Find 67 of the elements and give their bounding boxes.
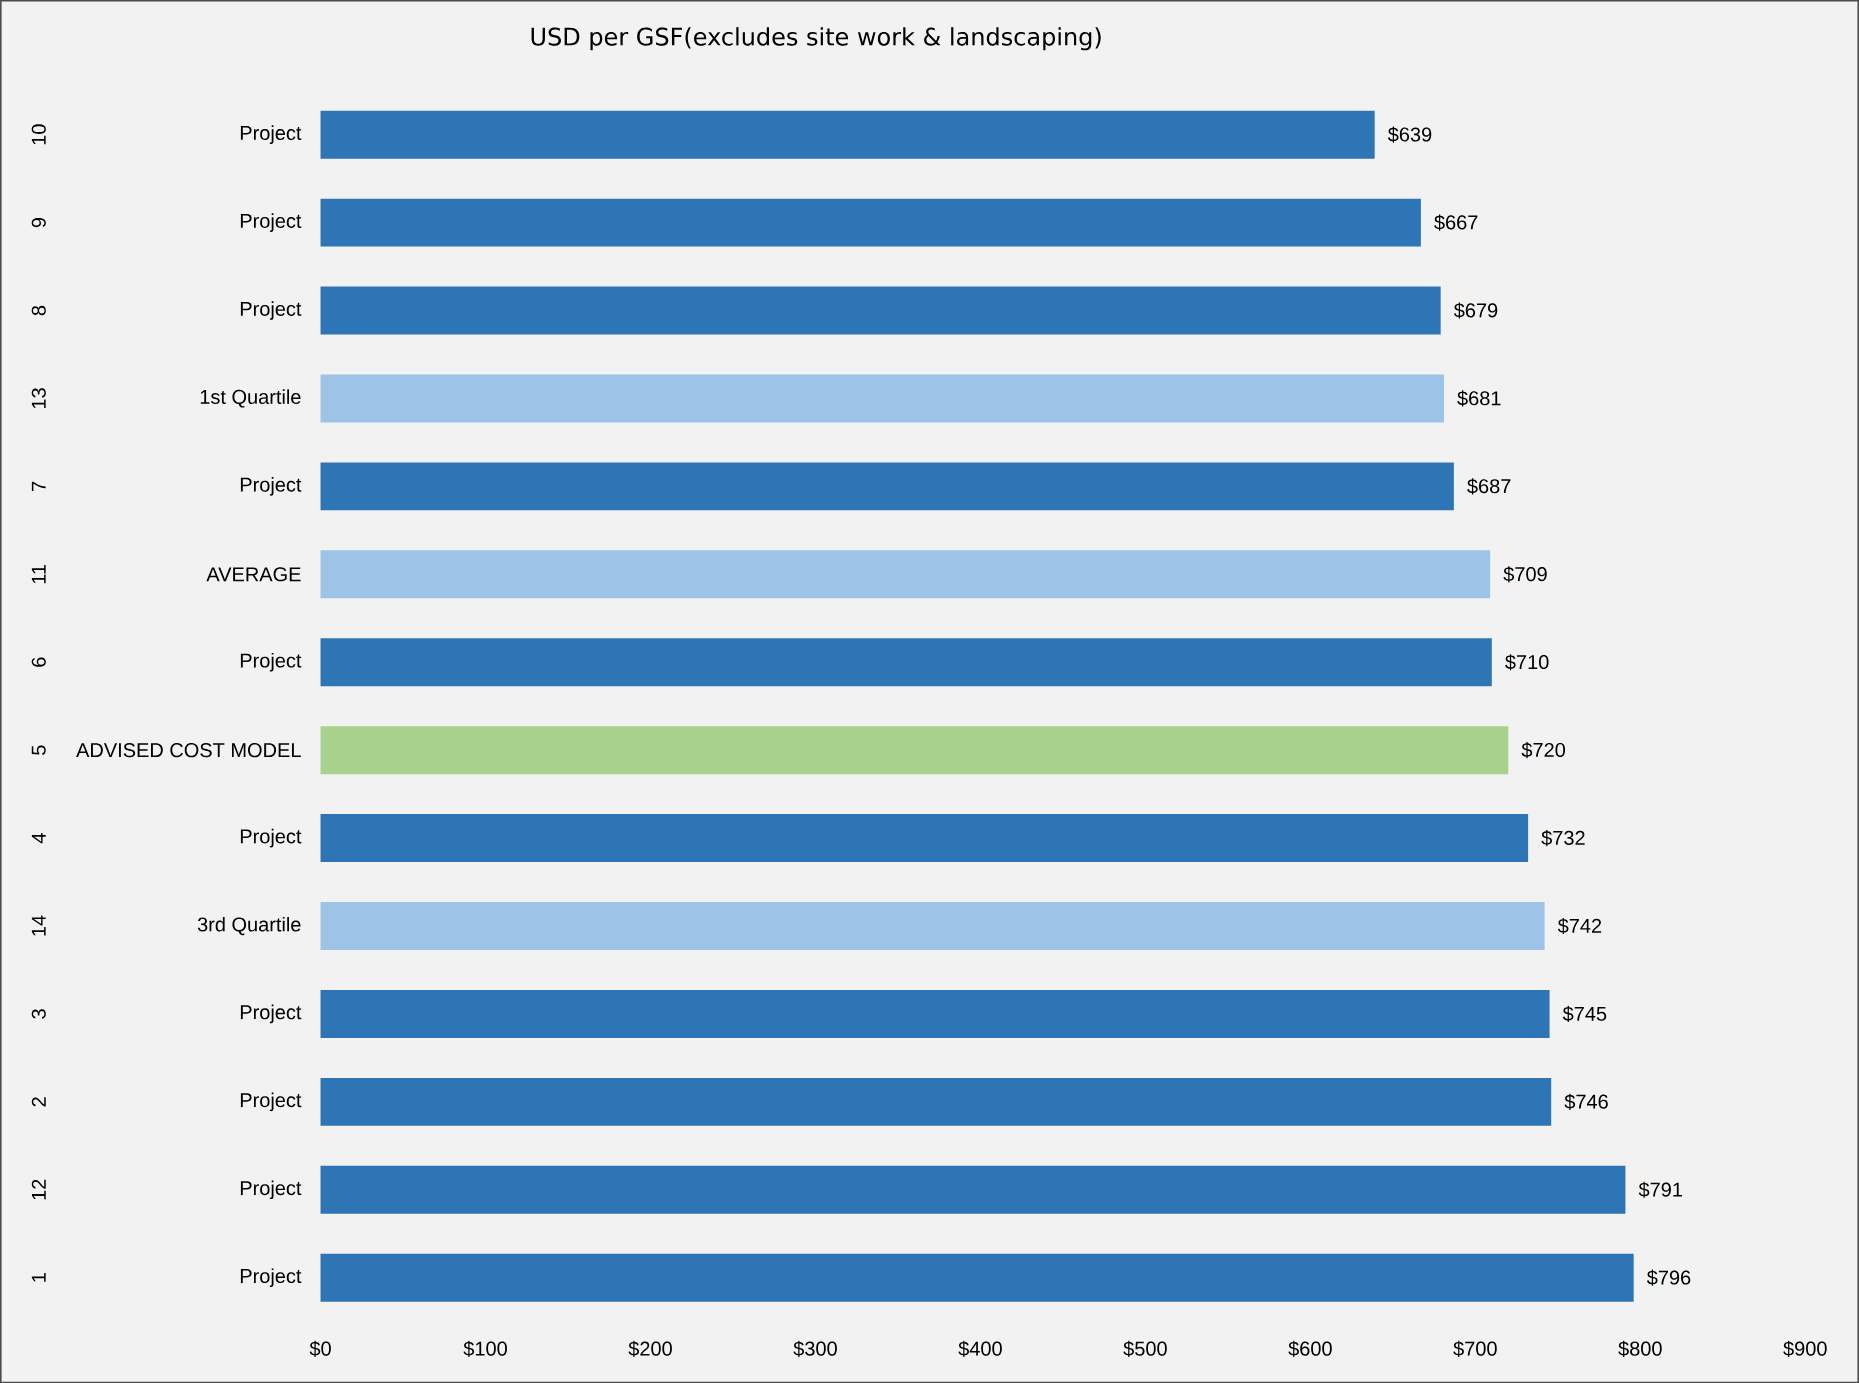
bar xyxy=(320,198,1421,247)
text: 3 xyxy=(31,1009,46,1019)
y-tick-label: Project xyxy=(240,652,302,672)
data-label: $732 xyxy=(1541,829,1585,846)
y-tick-label: AVERAGE xyxy=(206,567,301,582)
text: 7 xyxy=(31,481,46,491)
text: 5 xyxy=(31,745,46,755)
bar xyxy=(320,286,1441,335)
data-label: $709 xyxy=(1503,566,1547,583)
y-tick-label: 1st Quartile xyxy=(200,389,301,408)
bar xyxy=(320,813,1529,862)
x-tick-label: $700 xyxy=(1453,1340,1497,1357)
data-label: $745 xyxy=(1562,1005,1607,1022)
bar xyxy=(320,462,1454,511)
data-label: $667 xyxy=(1434,214,1478,231)
text: 10 xyxy=(31,124,46,145)
x-tick-label: $900 xyxy=(1783,1340,1827,1357)
bar xyxy=(320,110,1375,159)
text: 9 xyxy=(31,217,46,228)
data-label: $639 xyxy=(1387,126,1432,143)
y-tick-label: Project xyxy=(240,476,302,496)
y-tick-label: Project xyxy=(240,1180,302,1199)
y-tick-label: Project xyxy=(240,828,302,848)
bar xyxy=(320,725,1509,774)
text: 11 xyxy=(31,564,46,583)
y-tick-label: 3rd Quartile xyxy=(197,916,301,935)
x-tick-label: $400 xyxy=(958,1340,1002,1357)
bar xyxy=(320,1165,1626,1214)
bar xyxy=(320,550,1491,599)
bar xyxy=(320,901,1545,950)
text: 4 xyxy=(31,832,46,843)
data-label: $710 xyxy=(1505,653,1549,671)
x-tick-label: $0 xyxy=(309,1340,331,1357)
bar xyxy=(320,1253,1634,1302)
x-tick-label: $600 xyxy=(1288,1340,1332,1357)
data-label: $791 xyxy=(1638,1181,1682,1198)
y-tick-label: Project xyxy=(240,1004,302,1024)
data-label: $742 xyxy=(1557,917,1602,934)
y-tick-label: Project xyxy=(240,301,302,320)
bar xyxy=(320,989,1550,1038)
x-tick-label: $500 xyxy=(1123,1340,1167,1357)
bar xyxy=(320,638,1492,687)
chart-title: USD per GSF(excludes site work & landscaping) xyxy=(531,26,1101,51)
text: 2 xyxy=(31,1097,46,1107)
text: 6 xyxy=(31,657,46,667)
x-tick-label: $100 xyxy=(463,1340,507,1357)
x-tick-label: $300 xyxy=(793,1340,837,1357)
text: 1 xyxy=(31,1272,46,1282)
text: 14 xyxy=(31,915,46,936)
x-tick-label: $200 xyxy=(628,1340,672,1357)
bar xyxy=(320,374,1444,423)
data-label: $746 xyxy=(1564,1093,1608,1110)
x-tick-label: $800 xyxy=(1618,1340,1662,1357)
data-label: $796 xyxy=(1646,1269,1691,1286)
data-label: $679 xyxy=(1453,302,1498,319)
data-label: $681 xyxy=(1457,390,1501,407)
y-tick-label: Project xyxy=(240,125,302,144)
text: 8 xyxy=(31,305,46,316)
y-tick-label: Project xyxy=(240,213,302,232)
data-label: $720 xyxy=(1521,741,1566,759)
y-tick-label: Project xyxy=(240,1268,302,1287)
bar xyxy=(320,1077,1552,1126)
text: 12 xyxy=(31,1179,46,1200)
text: 13 xyxy=(31,388,46,408)
y-tick-label: ADVISED COST MODEL xyxy=(76,742,301,758)
y-tick-label: Project xyxy=(240,1092,302,1111)
data-label: $687 xyxy=(1467,478,1511,495)
